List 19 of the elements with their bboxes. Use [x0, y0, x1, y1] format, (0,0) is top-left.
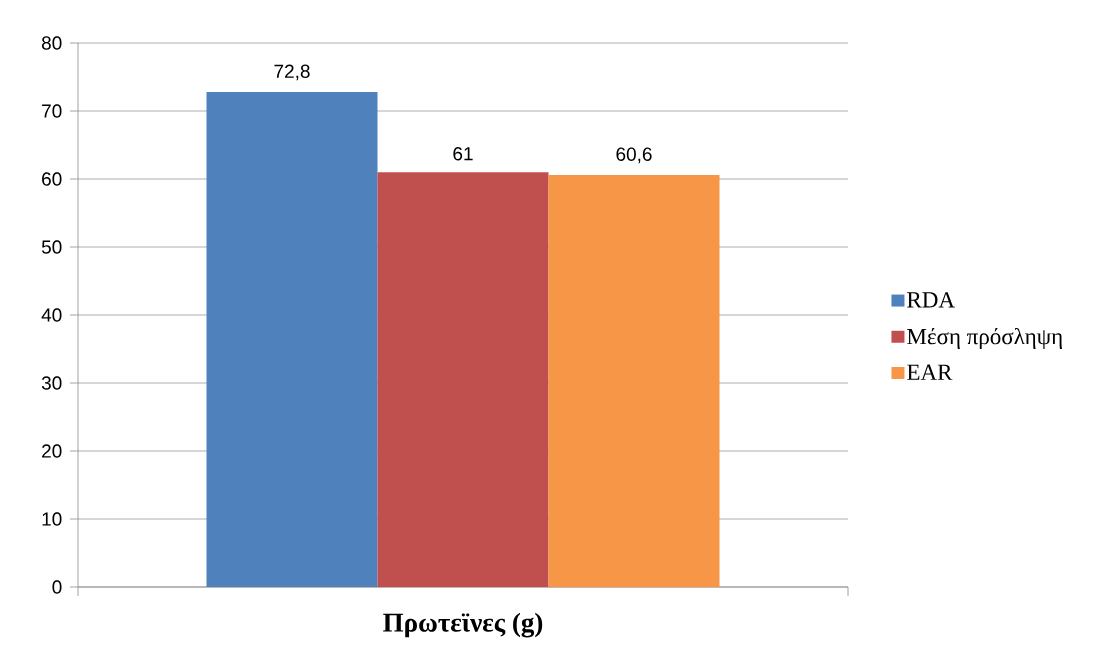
- y-tick-label: 40: [41, 308, 62, 322]
- x-tick-label: Πρωτεϊνες (g): [383, 612, 543, 638]
- bar: [206, 91, 378, 587]
- bar: [548, 174, 720, 587]
- y-tick-label: 60: [42, 172, 62, 186]
- legend-label: EAR: [907, 364, 953, 380]
- legend-label: RDA: [907, 292, 955, 308]
- y-tick-label: 70: [42, 104, 62, 118]
- y-tick-label: 0: [52, 580, 62, 594]
- y-tick-label: 30: [41, 376, 62, 390]
- y-tick-label: 20: [42, 444, 62, 458]
- bar: [377, 172, 549, 587]
- data-label: 72,8: [274, 64, 310, 81]
- y-tick-label: 10: [42, 512, 62, 526]
- y-tick-label: 80: [41, 36, 62, 50]
- data-label: 60,6: [616, 147, 652, 164]
- data-label: 61: [453, 147, 473, 161]
- legend-label: Μέση πρόσληψη: [907, 327, 1062, 350]
- y-tick-label: 50: [41, 240, 62, 254]
